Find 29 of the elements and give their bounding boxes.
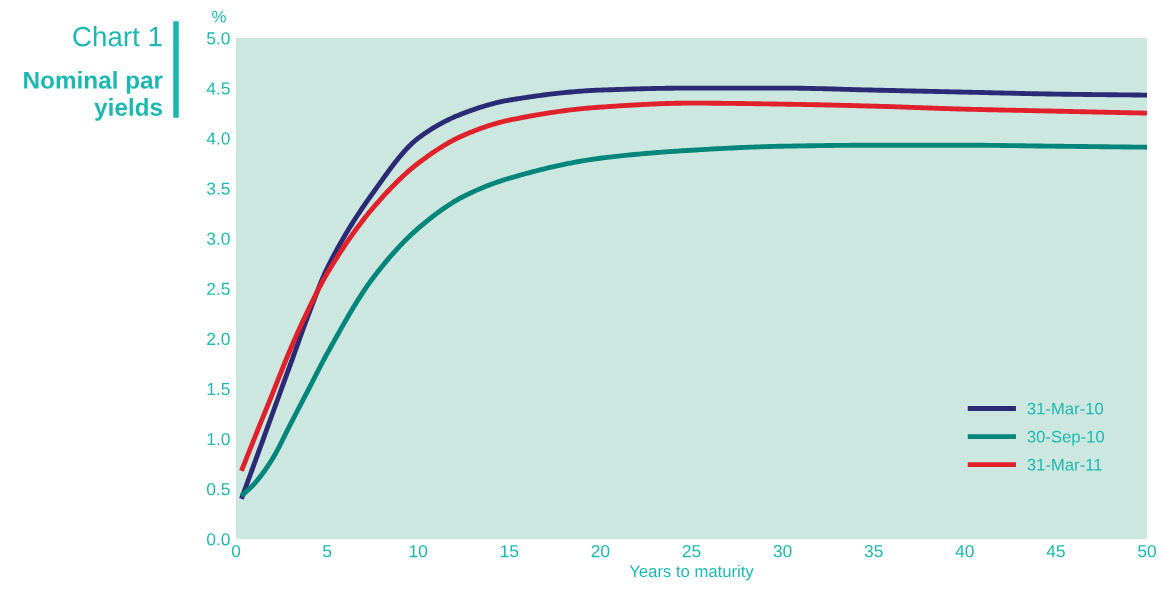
x-tick-label: 15 [500, 545, 519, 558]
y-tick-label: 3.5 [206, 182, 230, 195]
y-tick-label: 0.0 [206, 533, 230, 546]
x-tick-label: 5 [322, 545, 332, 558]
y-tick-label: 2.0 [207, 332, 230, 346]
legend-label: 31-Mar-11 [1027, 458, 1102, 471]
x-tick-label: 10 [409, 545, 428, 558]
x-tick-label: 40 [955, 545, 974, 558]
x-tick-label: 30 [773, 545, 792, 558]
x-axis-title: Years to maturity [629, 564, 754, 581]
x-tick-label: 45 [1046, 545, 1065, 558]
y-tick-label: 1.0 [207, 432, 230, 446]
text: Nominal par yields [24, 71, 163, 121]
chart-title: Chart 1 [73, 26, 162, 47]
y-tick-label: 3.0 [206, 232, 230, 245]
y-tick-label: 1.5 [207, 383, 230, 396]
legend-label: 30-Sep-10 [1027, 430, 1105, 446]
y-tick-label: 0.5 [206, 483, 230, 496]
x-tick-label: 25 [682, 545, 701, 558]
x-tick-label: 35 [864, 545, 883, 558]
y-tick-label: 5.0 [207, 32, 230, 45]
x-tick-label: 0 [231, 545, 241, 558]
y-tick-label: 4.5 [206, 82, 230, 95]
x-tick-label: 50 [1138, 545, 1156, 558]
y-axis-title: % [212, 10, 226, 23]
y-tick-label: 4.0 [206, 132, 230, 145]
legend-label: 31-Mar-10 [1027, 402, 1104, 415]
x-tick-label: 20 [591, 545, 610, 558]
y-tick-label: 2.5 [207, 282, 230, 295]
